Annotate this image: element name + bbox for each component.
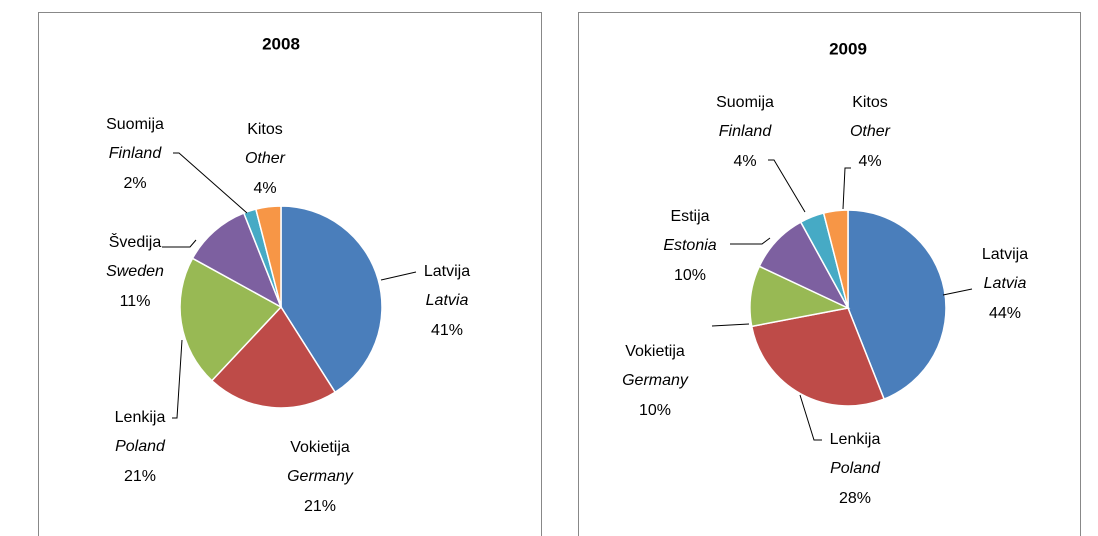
slice-value-label: 41% <box>431 322 463 339</box>
slice-label-en: Poland <box>830 460 881 477</box>
leader-line <box>730 237 771 245</box>
leader-line <box>173 152 248 214</box>
slice-label-en: Finland <box>109 145 163 162</box>
slice-value-label: 28% <box>839 490 871 507</box>
leader-line <box>768 159 806 213</box>
leader-line <box>711 323 750 327</box>
slice-value-label: 4% <box>253 180 276 197</box>
pie-slice <box>254 205 282 308</box>
pie-slice <box>179 257 283 382</box>
slice-value-label: 10% <box>674 267 706 284</box>
slice-label-en: Poland <box>115 438 166 455</box>
slice-label: Švedija <box>109 232 162 251</box>
slice-value-label: 11% <box>120 293 151 310</box>
slice-label-en: Germany <box>622 372 689 389</box>
slice-label-en: Latvia <box>426 292 469 309</box>
pie-slice <box>847 209 947 401</box>
slice-label: Estija <box>670 208 709 225</box>
slice-label: Latvija <box>982 246 1028 263</box>
pie-slice <box>191 212 283 309</box>
pie-slice <box>210 305 337 409</box>
pie-slice <box>822 209 849 309</box>
leader-line <box>162 239 197 248</box>
slice-label: Latvija <box>424 263 470 280</box>
slice-value-label: 4% <box>858 153 881 170</box>
chart-title: 2009 <box>829 39 867 58</box>
slice-value-label: 4% <box>733 153 756 170</box>
slice-label-en: Germany <box>287 468 354 485</box>
slice-value-label: 44% <box>989 305 1021 322</box>
leader-line <box>942 288 973 296</box>
slice-label: Lenkija <box>115 409 166 426</box>
slice-label-en: Estonia <box>663 237 716 254</box>
slice-value-label: 21% <box>124 468 156 485</box>
slice-label: Vokietija <box>290 439 350 456</box>
pie-slice <box>750 307 886 407</box>
slice-label: Kitos <box>247 121 283 138</box>
slice-label: Suomija <box>106 116 164 133</box>
slice-label-en: Other <box>245 150 286 167</box>
leader-line <box>380 271 417 281</box>
leader-line <box>842 167 851 210</box>
slice-label: Suomija <box>716 94 774 111</box>
slice-label: Kitos <box>852 94 888 111</box>
chart-title: 2008 <box>262 34 300 53</box>
leader-line <box>172 339 183 419</box>
leader-line <box>799 394 822 441</box>
slice-label-en: Latvia <box>984 275 1027 292</box>
slice-value-label: 10% <box>639 402 671 419</box>
slice-label: Vokietija <box>625 343 685 360</box>
slice-label-en: Other <box>850 123 891 140</box>
slice-label: Lenkija <box>830 431 881 448</box>
slice-label-en: Finland <box>719 123 773 140</box>
slice-value-label: 21% <box>304 498 336 515</box>
slice-value-label: 2% <box>123 175 146 192</box>
slice-label-en: Sweden <box>106 263 164 280</box>
